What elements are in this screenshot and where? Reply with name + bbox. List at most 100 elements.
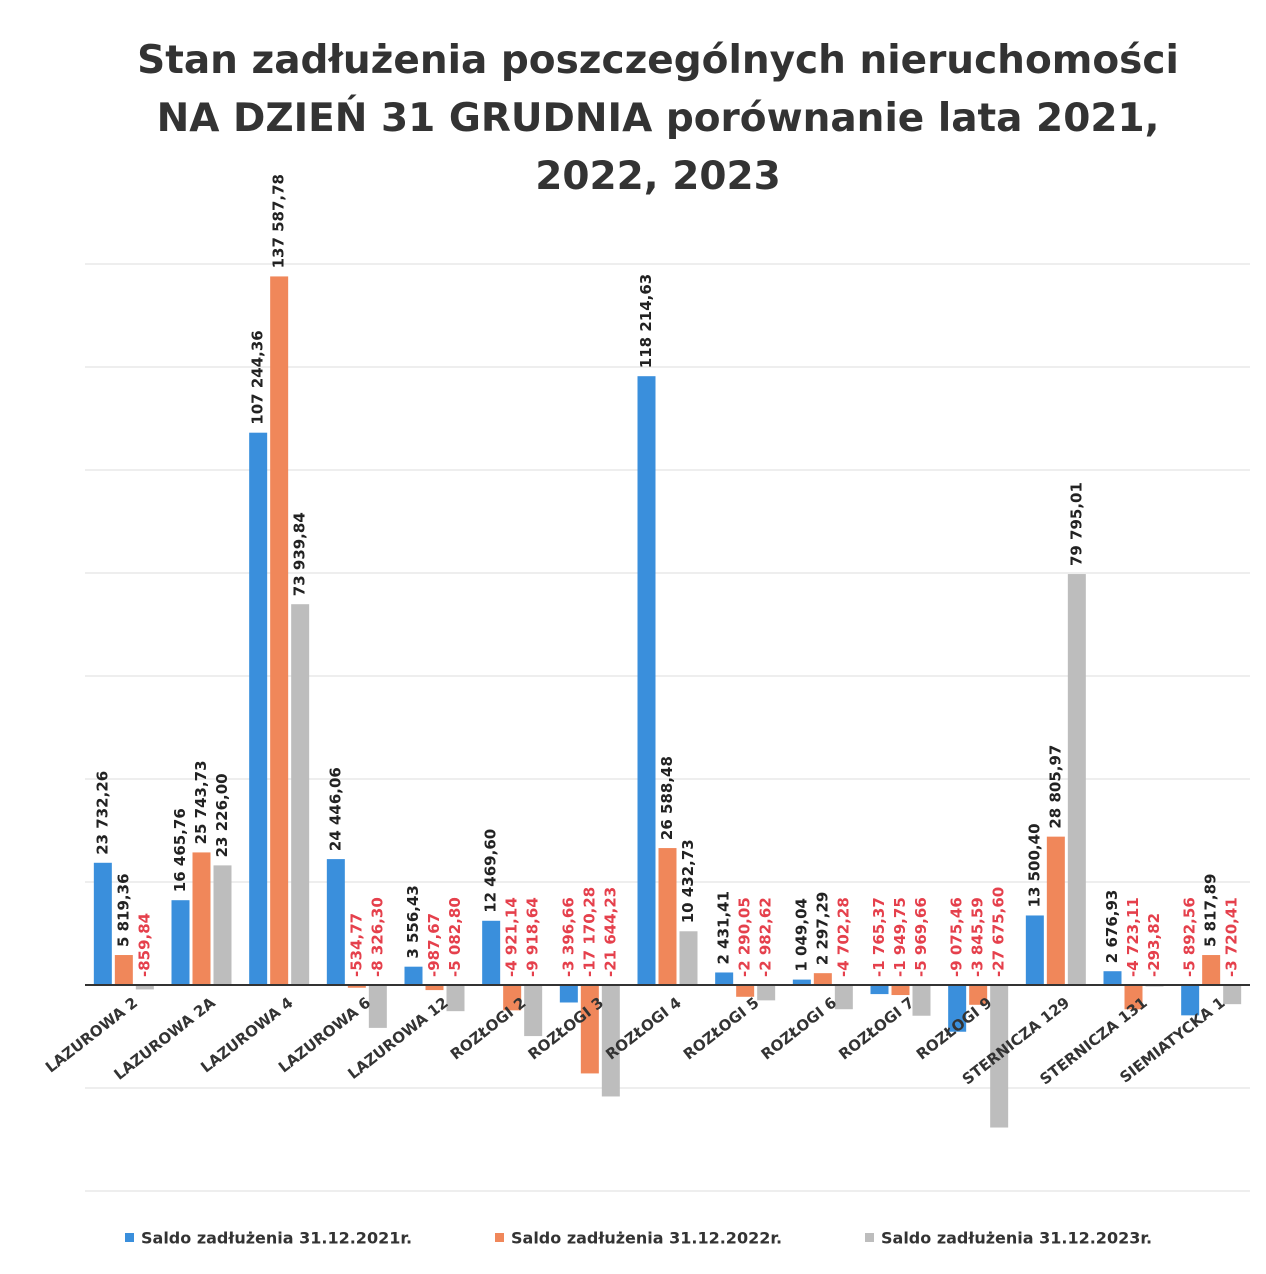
data-label: -4 702,28 [834, 897, 852, 977]
data-label: -21 644,23 [601, 887, 619, 977]
data-label: 137 587,78 [270, 174, 288, 268]
data-label: 118 214,63 [637, 274, 655, 368]
data-label: 13 500,40 [1025, 823, 1043, 907]
data-label: -5 969,66 [912, 897, 930, 977]
data-label: 73 939,84 [291, 512, 309, 596]
bar [482, 920, 501, 985]
data-label: 23 732,26 [93, 771, 111, 855]
bar [736, 985, 755, 997]
data-label: -4 723,11 [1124, 897, 1142, 977]
data-label: 5 817,89 [1202, 873, 1220, 947]
bar [637, 376, 656, 985]
data-label: 23 226,00 [213, 773, 231, 857]
bar [813, 973, 832, 985]
bar [93, 862, 112, 985]
bar [1025, 915, 1044, 985]
data-label: -5 892,56 [1181, 897, 1199, 977]
bar [213, 865, 232, 985]
bar [171, 900, 190, 985]
bar [559, 985, 578, 1003]
bar [446, 985, 465, 1012]
data-label: 2 297,29 [813, 892, 831, 966]
bar [1202, 955, 1221, 985]
data-label: -534,77 [347, 913, 365, 977]
data-label: -9 075,46 [948, 897, 966, 977]
data-label: 10 432,73 [679, 839, 697, 923]
legend-label: Saldo zadłużenia 31.12.2021r. [141, 1229, 412, 1248]
data-label: 25 743,73 [192, 760, 210, 844]
legend-swatch [495, 1233, 504, 1242]
bar [658, 848, 677, 985]
bar [135, 985, 154, 990]
bar [990, 985, 1009, 1128]
bar [114, 955, 133, 985]
bar [834, 985, 853, 1010]
data-label: -5 082,80 [446, 897, 464, 977]
data-label: 1 049,04 [792, 898, 810, 972]
bar [425, 985, 444, 991]
bar [1067, 574, 1086, 985]
bar [715, 972, 734, 985]
bar [870, 985, 889, 995]
data-label: 12 469,60 [482, 829, 500, 913]
bar [524, 985, 543, 1037]
bar [969, 985, 988, 1005]
bar [757, 985, 776, 1001]
data-label: -3 720,41 [1223, 897, 1241, 977]
data-label: 26 588,48 [658, 756, 676, 840]
data-label: -3 396,66 [559, 897, 577, 977]
bar [404, 966, 423, 985]
data-label: 79 795,01 [1067, 482, 1085, 566]
data-label: -2 290,05 [736, 897, 754, 977]
data-label: 107 244,36 [249, 330, 267, 424]
data-label: 3 556,43 [404, 885, 422, 959]
legend-swatch [865, 1233, 874, 1242]
bar [1124, 985, 1143, 1010]
legend-label: Saldo zadłużenia 31.12.2023r. [881, 1229, 1152, 1248]
bar [270, 276, 289, 985]
data-label: -27 675,60 [990, 887, 1008, 977]
bar [912, 985, 931, 1016]
bar [948, 985, 967, 1032]
data-label: -1 949,75 [891, 897, 909, 977]
data-label: -4 921,14 [503, 897, 521, 977]
data-label: -2 982,62 [757, 897, 775, 977]
legend-label: Saldo zadłużenia 31.12.2022r. [511, 1229, 782, 1248]
data-label: -9 918,64 [524, 897, 542, 977]
x-tick-label: ROZŁOGI 5 [680, 994, 762, 1064]
data-label: 2 676,93 [1103, 890, 1121, 964]
bar [1103, 971, 1122, 985]
chart-title: Stan zadłużenia poszczególnych nieruchom… [137, 38, 1179, 199]
bar [192, 852, 211, 985]
bar [291, 604, 310, 985]
bar [347, 985, 366, 988]
bar [891, 985, 910, 996]
bar [1223, 985, 1242, 1005]
bar [326, 859, 345, 985]
data-label: -859,84 [135, 913, 153, 977]
data-label: 16 465,76 [171, 808, 189, 892]
legend-swatch [125, 1233, 134, 1242]
bar [249, 432, 268, 986]
bar [368, 985, 387, 1028]
data-label: 5 819,36 [114, 873, 132, 947]
bar [580, 985, 599, 1074]
data-label: -8 326,30 [368, 897, 386, 977]
bar [679, 931, 698, 985]
data-label: 2 431,41 [715, 891, 733, 965]
bar [1046, 836, 1065, 985]
data-label: -1 765,37 [870, 897, 888, 977]
bar [1181, 985, 1200, 1016]
data-label: -293,82 [1145, 913, 1163, 977]
x-tick-label: ROZŁOGI 6 [758, 994, 840, 1064]
data-label: 24 446,06 [326, 767, 344, 851]
bar [792, 979, 811, 985]
data-label: -3 845,59 [969, 897, 987, 977]
data-label: -987,67 [425, 913, 443, 977]
data-label: -17 170,28 [580, 887, 598, 977]
bar [601, 985, 620, 1097]
bar [503, 985, 522, 1011]
data-label: 28 805,97 [1046, 745, 1064, 829]
